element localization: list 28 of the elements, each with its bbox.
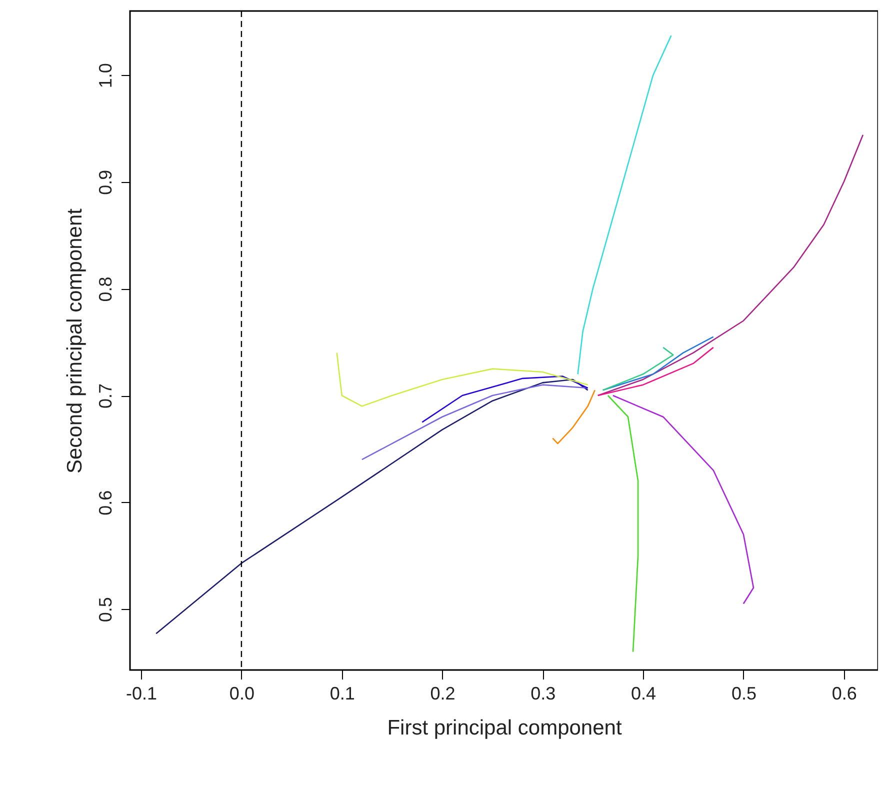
line-series	[612, 394, 754, 604]
x-tick-label: 0.5	[731, 684, 756, 704]
line-series	[607, 394, 639, 652]
x-tick-label: 0.0	[229, 684, 254, 704]
line-series	[361, 384, 588, 460]
line-series	[602, 346, 674, 391]
line-series	[597, 346, 714, 396]
y-tick-label: 0.9	[96, 170, 116, 195]
x-tick-label: 0.3	[530, 684, 556, 704]
y-tick-label: 0.6	[96, 490, 116, 516]
x-tick-label: 0.4	[631, 684, 656, 704]
y-tick-label: 0.5	[96, 597, 116, 622]
line-series	[602, 336, 714, 391]
line-series	[577, 34, 672, 375]
x-tick-label: -0.1	[126, 684, 158, 704]
line-series	[597, 134, 864, 396]
y-tick-label: 0.7	[96, 383, 116, 409]
line-series	[552, 390, 596, 444]
y-tick-label: 1.0	[96, 63, 116, 88]
line-series	[336, 352, 588, 407]
line-series	[155, 378, 588, 634]
x-axis-title: First principal component	[387, 716, 622, 740]
x-tick-label: 0.1	[330, 684, 355, 704]
y-tick-label: 0.8	[96, 276, 116, 302]
line-series	[422, 376, 588, 423]
x-tick-label: 0.6	[832, 684, 857, 704]
x-tick-label: 0.2	[430, 684, 456, 704]
y-axis-title: Second principal component	[64, 208, 86, 474]
